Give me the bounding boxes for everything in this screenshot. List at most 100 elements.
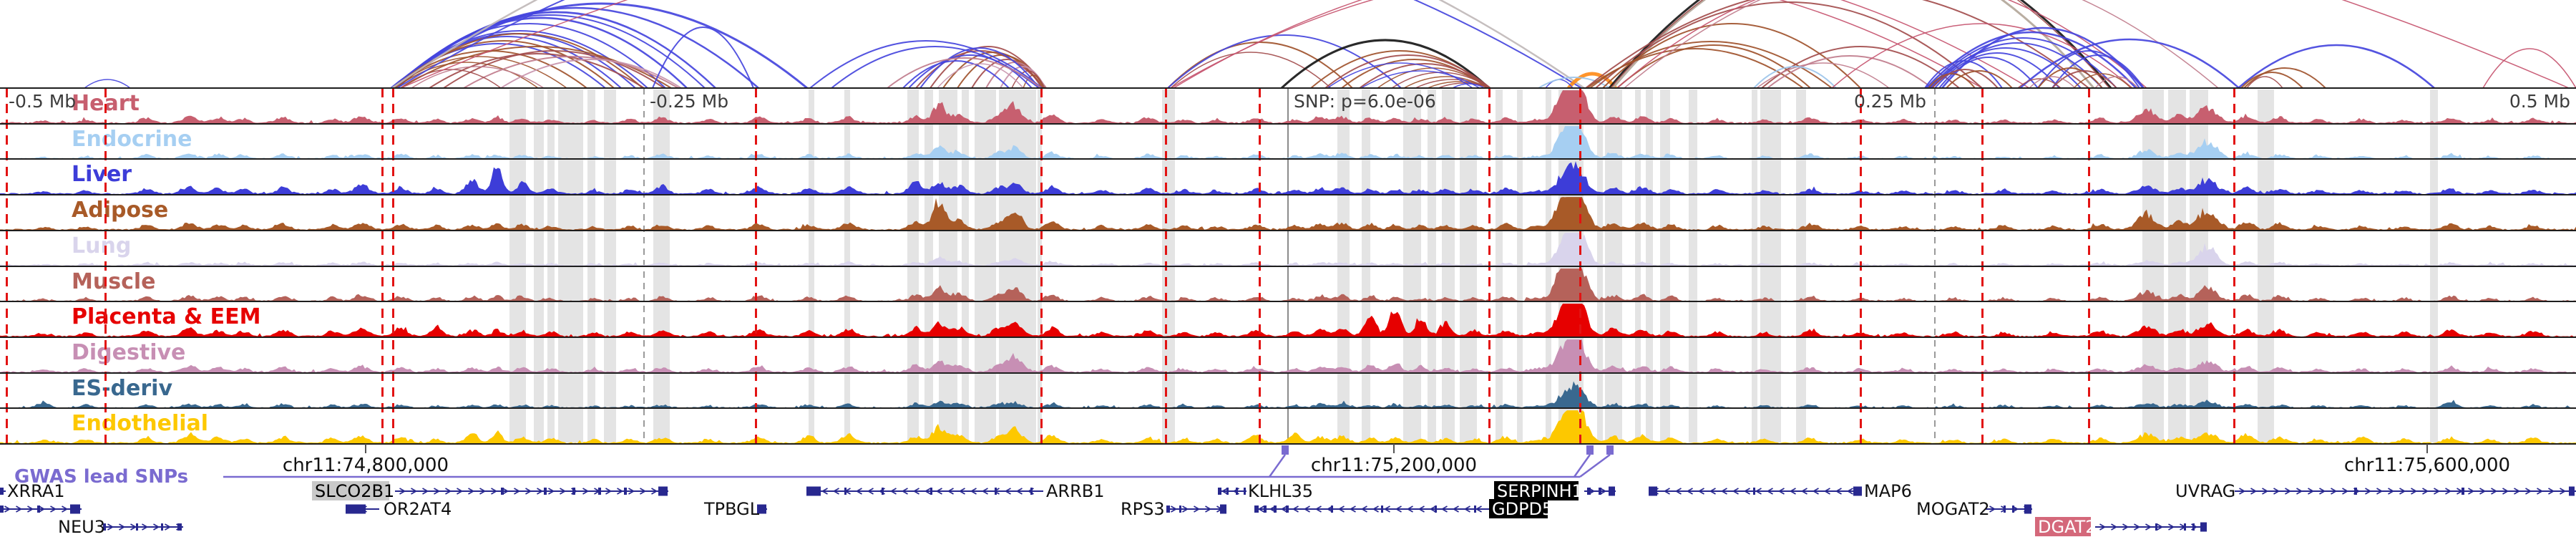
signal-track-muscle — [0, 268, 2576, 302]
interaction-arc — [391, 56, 567, 89]
red-dashed-guide-line — [1040, 88, 1043, 450]
signal-track-es-deriv — [0, 381, 2576, 409]
interaction-arc — [1280, 39, 1491, 90]
track-label-liver: Liver — [72, 162, 132, 188]
gene-ARRB1: ARRB1 — [806, 481, 1105, 501]
interaction-arc — [1023, 74, 1044, 89]
interaction-arc — [919, 47, 1040, 89]
signal-area — [0, 197, 2576, 231]
gene-DGAT2: DGAT2 — [2035, 517, 2207, 537]
signal-track-endothelial — [0, 410, 2576, 445]
track-label-lung: Lung — [72, 233, 132, 258]
interaction-arc — [902, 60, 1010, 89]
interaction-arc — [1360, 70, 1480, 89]
track-border — [0, 372, 2576, 374]
gene-RPS3: RPS3 — [1121, 499, 1226, 519]
interaction-arcs-canvas — [84, 0, 2576, 90]
coordinate-label: SNP: p=6.0e-06 — [1294, 91, 1436, 112]
gene-XRRA1: XRRA1 — [0, 481, 65, 501]
interaction-arc — [2051, 54, 2145, 89]
interaction-arc — [1585, 0, 2089, 89]
interaction-arc — [1928, 37, 2117, 89]
gene-label: UVRAG — [2175, 481, 2235, 501]
gene-MOGAT2: MOGAT2 — [1916, 499, 2032, 519]
gene-label: NEU3 — [58, 517, 105, 537]
interaction-arc — [411, 66, 545, 89]
red-dashed-guide-line — [104, 88, 107, 450]
interaction-arc — [443, 50, 665, 89]
signal-track-digestive — [0, 339, 2576, 373]
interaction-arc — [1359, 63, 1491, 89]
track-border — [0, 336, 2576, 338]
gene-label: RPS3 — [1121, 499, 1165, 519]
red-dashed-guide-line — [1579, 88, 1581, 450]
interaction-arc — [2051, 70, 2117, 89]
track-border — [0, 87, 2576, 89]
red-dashed-guide-line — [1488, 88, 1491, 450]
interaction-arc — [2246, 76, 2283, 89]
interaction-arcs-layer — [0, 0, 2576, 91]
track-label-digestive: Digestive — [72, 339, 186, 365]
interaction-arc — [1931, 42, 2103, 89]
interaction-arc — [1170, 0, 1983, 89]
gene-label: SLCO2B1 — [315, 481, 394, 501]
gene-label: MAP6 — [1864, 481, 1912, 501]
gene-label: OR2AT4 — [384, 499, 452, 519]
interaction-arc — [1595, 1, 1983, 89]
signal-area — [0, 232, 2576, 266]
gene-annotation-canvas: chr11:74,800,000 chr11:75,200,000 chr11:75… — [0, 444, 2576, 537]
interaction-arc — [1167, 34, 1402, 89]
interaction-arc — [1173, 0, 2030, 89]
track-border — [0, 443, 2576, 445]
signal-track-lung — [0, 232, 2576, 266]
track-label-es-deriv: ES-deriv — [72, 375, 173, 401]
interaction-arc — [2240, 72, 2303, 89]
interaction-arc — [1567, 72, 1617, 90]
coordinate-label: 0.5 Mb — [2509, 91, 2570, 112]
signal-area — [0, 161, 2576, 195]
interaction-arc — [1624, 0, 2219, 89]
interaction-arc — [1928, 73, 1976, 89]
gene-transcript — [0, 504, 82, 514]
gwas-lead-snps-label: GWAS lead SNPs — [14, 466, 188, 488]
interaction-arc — [429, 53, 645, 89]
gene-label: TPBGL — [703, 499, 760, 519]
track-border — [0, 194, 2576, 196]
gwas-snp-connector — [1268, 454, 1287, 478]
interaction-arc — [1756, 62, 1890, 89]
interaction-arc — [394, 14, 706, 89]
interaction-arc — [2029, 76, 2076, 89]
track-border — [0, 301, 2576, 303]
interaction-arc — [1831, 23, 2133, 89]
gene-label: ARRB1 — [1046, 481, 1105, 501]
signal-area — [0, 410, 2576, 445]
signal-track-placenta-eem — [0, 304, 2576, 338]
interaction-arc — [937, 63, 1024, 89]
track-label-muscle: Muscle — [72, 268, 156, 294]
gene-label: XRRA1 — [7, 481, 65, 501]
interaction-arc — [1938, 57, 2039, 89]
gene-MAP6: MAP6 — [1649, 481, 1912, 501]
chr-coordinate-label: chr11:75,200,000 — [1311, 455, 1477, 476]
interaction-arc — [971, 59, 1043, 89]
chr-coordinate-label: chr11:74,800,000 — [283, 455, 449, 476]
red-dashed-guide-line — [755, 88, 757, 450]
interaction-arc — [84, 79, 131, 89]
track-label-adipose: Adipose — [72, 198, 169, 223]
interaction-arc — [2238, 44, 2435, 89]
interaction-arc — [2037, 67, 2103, 89]
gene-KLHL35: KLHL35 — [1218, 481, 1313, 501]
track-label-placenta-eem: Placenta & EEM — [72, 304, 261, 330]
gwas-snp-marker — [1606, 445, 1614, 455]
gene-label: KLHL35 — [1248, 481, 1313, 501]
gwas-snp-marker — [1586, 445, 1594, 455]
interaction-arc — [1753, 66, 1837, 89]
red-dashed-guide-line — [2233, 88, 2235, 450]
signal-area — [0, 125, 2576, 160]
signal-track-liver — [0, 161, 2576, 195]
coordinate-label: -0.5 Mb — [9, 91, 77, 112]
signal-area — [0, 381, 2576, 409]
interaction-arc — [1767, 55, 1933, 89]
chr-coordinate-label: chr11:75,600,000 — [2344, 455, 2510, 476]
